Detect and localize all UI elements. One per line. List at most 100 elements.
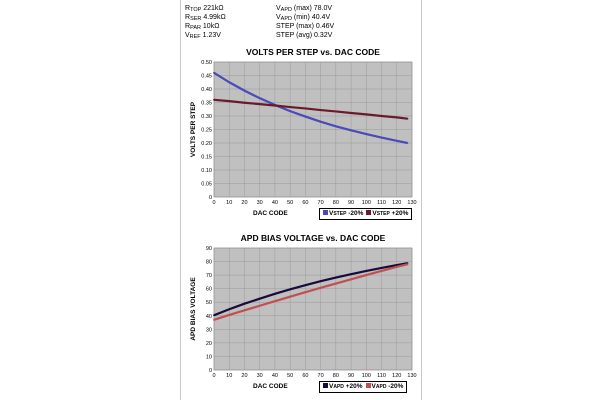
data-point: [365, 133, 368, 135]
data-point: [213, 71, 215, 74]
param-right-2: STEP (max) 0.46V: [276, 23, 335, 30]
x-tick-label: 80: [333, 373, 339, 379]
data-point: [365, 270, 368, 272]
param-left-1: RSER 4.99kΩ: [185, 14, 226, 22]
data-point: [380, 115, 383, 117]
y-tick-label: 60: [206, 287, 212, 293]
y-tick-label: 0.40: [201, 87, 212, 93]
x-tick-label: 40: [272, 200, 278, 206]
y-tick-label: 0.25: [201, 128, 212, 134]
chart2-legend: VAPD +20% VAPD -20%: [319, 381, 408, 393]
x-tick-label: 30: [257, 200, 263, 206]
x-tick-label: 100: [362, 200, 371, 206]
data-point: [380, 136, 383, 139]
param-left-0: RTOP 221kΩ: [185, 5, 224, 13]
data-point: [243, 309, 246, 312]
data-point: [319, 109, 322, 111]
data-point: [228, 308, 231, 311]
data-point: [243, 101, 246, 104]
x-tick-label: 110: [377, 200, 386, 206]
x-tick-label: 100: [362, 373, 371, 379]
y-tick-label: 0.10: [201, 168, 212, 174]
data-point: [350, 273, 352, 276]
x-tick-label: 20: [241, 373, 247, 379]
y-tick-label: 90: [206, 246, 212, 252]
data-point: [258, 297, 261, 300]
series-line-0: [213, 262, 408, 317]
y-tick-label: 0.35: [201, 101, 212, 107]
data-point: [274, 300, 276, 303]
data-point: [243, 89, 246, 92]
x-tick-label: 10: [226, 200, 232, 206]
data-point: [406, 117, 409, 120]
x-tick-label: 130: [407, 373, 416, 379]
data-point: [258, 103, 261, 106]
legend-swatch: [323, 210, 328, 215]
legend-item-1: VAPD -20%: [365, 383, 403, 390]
data-point: [350, 278, 352, 281]
legend-item-0: VSTEP -20%: [323, 210, 363, 217]
y-tick-label: 0.15: [201, 155, 212, 161]
x-tick-label: 30: [257, 373, 263, 379]
x-tick-label: 40: [272, 373, 278, 379]
chart-title: VOLTS PER STEP vs. DAC CODE: [246, 47, 380, 57]
series-line-1: [213, 98, 408, 120]
data-point: [406, 263, 409, 266]
param-left-2: RPAR 10kΩ: [185, 23, 220, 31]
data-point: [289, 106, 292, 108]
data-point: [350, 129, 352, 132]
param-right-3: STEP (avg) 0.32V: [276, 32, 333, 39]
data-point: [289, 295, 292, 298]
data-point: [243, 302, 246, 305]
data-point: [334, 125, 337, 128]
chart1-legend: VSTEP -20% VSTEP +20%: [319, 208, 413, 220]
data-point: [365, 274, 368, 277]
data-point: [274, 104, 276, 107]
data-point: [406, 142, 409, 144]
data-point: [228, 81, 231, 84]
data-point: [395, 264, 398, 266]
y-tick-label: 0.05: [201, 182, 212, 188]
data-point: [395, 116, 398, 119]
param-left-3: VREF 1.23V: [185, 32, 221, 40]
data-point: [228, 100, 231, 103]
data-point: [319, 120, 322, 123]
legend-swatch: [366, 210, 372, 215]
data-point: [334, 276, 337, 279]
x-tick-label: 70: [318, 200, 324, 206]
data-point: [258, 97, 261, 100]
y-tick-label: 0.45: [201, 74, 212, 80]
data-point: [289, 110, 292, 113]
data-point: [365, 113, 368, 116]
y-tick-label: 0: [209, 368, 212, 374]
apd-bias-voltage-chart: APD BIAS VOLTAGE vs. DAC CODE 0 10 20 30 40 50…: [190, 233, 417, 379]
chart1-xlabel: DAC CODE: [253, 210, 288, 217]
legend-swatch: [323, 383, 328, 388]
chart2-xlabel: DAC CODE: [253, 383, 288, 390]
data-point: [380, 267, 383, 269]
data-point: [213, 314, 215, 317]
x-tick-label: 50: [287, 200, 293, 206]
param-right-1: VAPD (min) 40.4V: [276, 14, 331, 22]
y-tick-label: 40: [206, 314, 212, 320]
x-tick-label: 60: [302, 200, 308, 206]
data-point: [319, 280, 322, 283]
volts-per-step-chart: VOLTS PER STEP vs. DAC CODE 0 0.05 0.10 0.15…: [190, 47, 417, 206]
x-tick-label: 10: [226, 373, 232, 379]
data-point: [334, 282, 337, 285]
y-tick-label: 50: [206, 300, 212, 306]
data-point: [395, 265, 398, 268]
y-axis-label: VOLTS PER STEP: [190, 101, 197, 157]
legend-swatch: [365, 383, 371, 388]
y-tick-label: 20: [206, 341, 212, 347]
series-line-0: [213, 71, 408, 145]
data-point: [213, 98, 215, 101]
param-right-0: VAPD (max) 78.0V: [276, 5, 333, 13]
data-point: [274, 292, 276, 295]
data-point: [334, 110, 337, 113]
y-tick-label: 0: [209, 195, 212, 201]
data-point: [213, 318, 215, 321]
chart-title: APD BIAS VOLTAGE vs. DAC CODE: [241, 233, 386, 243]
data-point: [304, 284, 307, 287]
x-tick-label: 70: [318, 373, 324, 379]
